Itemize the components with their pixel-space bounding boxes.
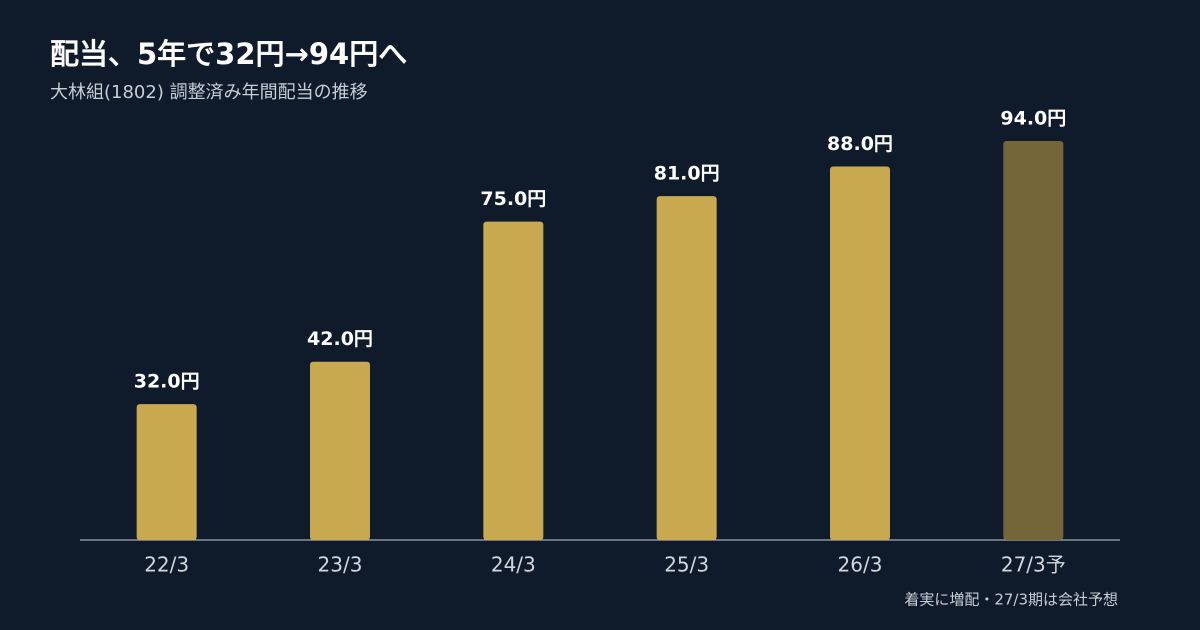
- chart-title: 配当、5年で32円→94円へ: [50, 37, 407, 71]
- value-label: 75.0円: [480, 188, 546, 210]
- value-label: 88.0円: [827, 133, 893, 155]
- x-tick-label: 25/3: [664, 553, 709, 577]
- x-tick-label: 23/3: [318, 553, 363, 577]
- bar: [310, 361, 370, 540]
- x-tick-label: 27/3予: [1001, 553, 1066, 577]
- x-tick-label: 22/3: [144, 553, 189, 577]
- value-label: 32.0円: [134, 371, 200, 393]
- value-label: 94.0円: [1000, 108, 1066, 130]
- x-tick-label: 26/3: [838, 553, 883, 577]
- bar: [830, 166, 890, 540]
- footnote: 着実に増配・27/3期は会社予想: [904, 591, 1118, 609]
- value-label: 81.0円: [654, 163, 720, 185]
- bar: [656, 196, 717, 540]
- chart-subtitle: 大林組(1802) 調整済み年間配当の推移: [50, 82, 368, 103]
- value-label: 42.0円: [307, 328, 373, 350]
- x-tick-label: 24/3: [491, 553, 536, 577]
- bar: [1003, 141, 1064, 540]
- bar: [136, 404, 197, 540]
- bar: [483, 221, 544, 541]
